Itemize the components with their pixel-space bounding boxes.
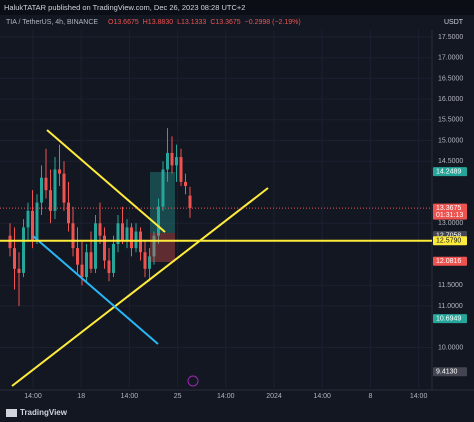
candle-body: [22, 227, 25, 273]
y-tick-label: 13.0000: [438, 220, 463, 227]
candle-body: [58, 169, 61, 174]
price-label: 12.0816: [436, 258, 461, 265]
header-bar: [0, 0, 474, 15]
loss-zone: [150, 233, 175, 262]
candle-body: [31, 210, 34, 240]
price-label-box: [433, 314, 467, 324]
x-tick-label: 8: [368, 393, 372, 400]
candle-body: [139, 231, 142, 253]
trend-line: [32, 235, 159, 345]
trend-line: [11, 187, 269, 387]
candle-body: [148, 256, 151, 269]
y-tick-label: 10.0000: [438, 344, 463, 351]
candle-body: [125, 227, 129, 240]
candle-body: [49, 190, 52, 211]
y-tick-label: 15.5000: [438, 117, 463, 124]
x-tick-label: 14:00: [313, 393, 331, 400]
y-tick-label: 16.0000: [438, 96, 463, 103]
candle-body: [116, 223, 120, 244]
x-tick-label: 25: [174, 393, 182, 400]
plot-area: [0, 30, 432, 388]
profit-zone: [150, 172, 175, 233]
candle-body: [103, 235, 106, 261]
candle-body: [184, 181, 187, 187]
candle-body: [157, 206, 160, 236]
trend-line: [46, 129, 166, 233]
candle-body: [121, 223, 124, 240]
candle-body: [17, 268, 21, 273]
price-label-box: [433, 236, 467, 246]
countdown: 01:31:13: [436, 212, 463, 219]
candle-body: [98, 223, 102, 236]
brand: TradingView: [20, 408, 68, 417]
price-label: 9.4130: [436, 369, 458, 376]
y-tick-label: 16.5000: [438, 75, 463, 82]
price-label-box: [433, 203, 467, 220]
x-tick-label: 18: [77, 393, 85, 400]
candle-body: [85, 252, 88, 278]
candle-body: [175, 157, 178, 166]
candle-body: [143, 252, 147, 269]
currency: USDT: [444, 19, 464, 26]
price-label: 12.5790: [436, 238, 461, 245]
candle-body: [53, 169, 57, 211]
candle-body: [80, 264, 84, 278]
candle-body: [161, 169, 165, 207]
legend-value: H13.8830: [143, 19, 173, 26]
candle-body: [71, 223, 75, 249]
candle-body: [94, 223, 97, 269]
price-label: 12.7058: [436, 232, 461, 239]
x-tick-label: 14:00: [121, 393, 139, 400]
candle-body: [89, 252, 93, 269]
legend-value: O13.6675: [108, 19, 139, 26]
price-label-box: [433, 167, 467, 177]
candle-body: [166, 152, 169, 170]
publish-line: HalukTATAR published on TradingView.com,…: [4, 3, 245, 12]
candle-body: [179, 157, 183, 182]
candle-body: [62, 173, 66, 203]
candle-body: [40, 177, 43, 203]
candle-body: [152, 235, 156, 257]
price-label-box: [433, 256, 467, 266]
price-label: 10.6949: [436, 316, 461, 323]
y-tick-label: 17.5000: [438, 34, 463, 41]
candle-body: [188, 195, 192, 209]
y-tick-label: 15.0000: [438, 137, 463, 144]
legend-value: C13.3675: [210, 19, 240, 26]
price-label: 13.3675: [436, 205, 461, 212]
candle-body: [67, 202, 70, 224]
y-tick-label: 11.5000: [438, 282, 463, 289]
y-tick-label: 17.0000: [438, 55, 463, 62]
candle-body: [76, 248, 79, 265]
brand-logo: [6, 409, 17, 417]
x-tick-label: 2024: [266, 393, 282, 400]
y-tick-label: 11.0000: [438, 303, 463, 310]
price-label-box: [433, 367, 467, 377]
event-icon[interactable]: [187, 375, 199, 387]
x-tick-label: 14:00: [24, 393, 42, 400]
legend-value: −0.2998 (−2.19%): [245, 19, 301, 26]
candle-body: [107, 260, 111, 273]
candle-body: [112, 243, 115, 273]
legend-value: L13.1333: [177, 19, 206, 26]
x-tick-label: 14:00: [217, 393, 235, 400]
x-tick-label: 14:00: [410, 393, 428, 400]
price-label: 14.2489: [436, 168, 461, 175]
candle-body: [130, 227, 133, 249]
candle-body: [35, 202, 39, 240]
y-tick-label: 14.5000: [438, 158, 463, 165]
candle-body: [8, 235, 12, 249]
candle-body: [26, 210, 30, 228]
candle-body: [170, 152, 174, 166]
candle-body: [44, 177, 48, 191]
symbol: TIA / TetherUS, 4h, BINANCE: [6, 19, 98, 26]
candle-body: [13, 248, 16, 269]
